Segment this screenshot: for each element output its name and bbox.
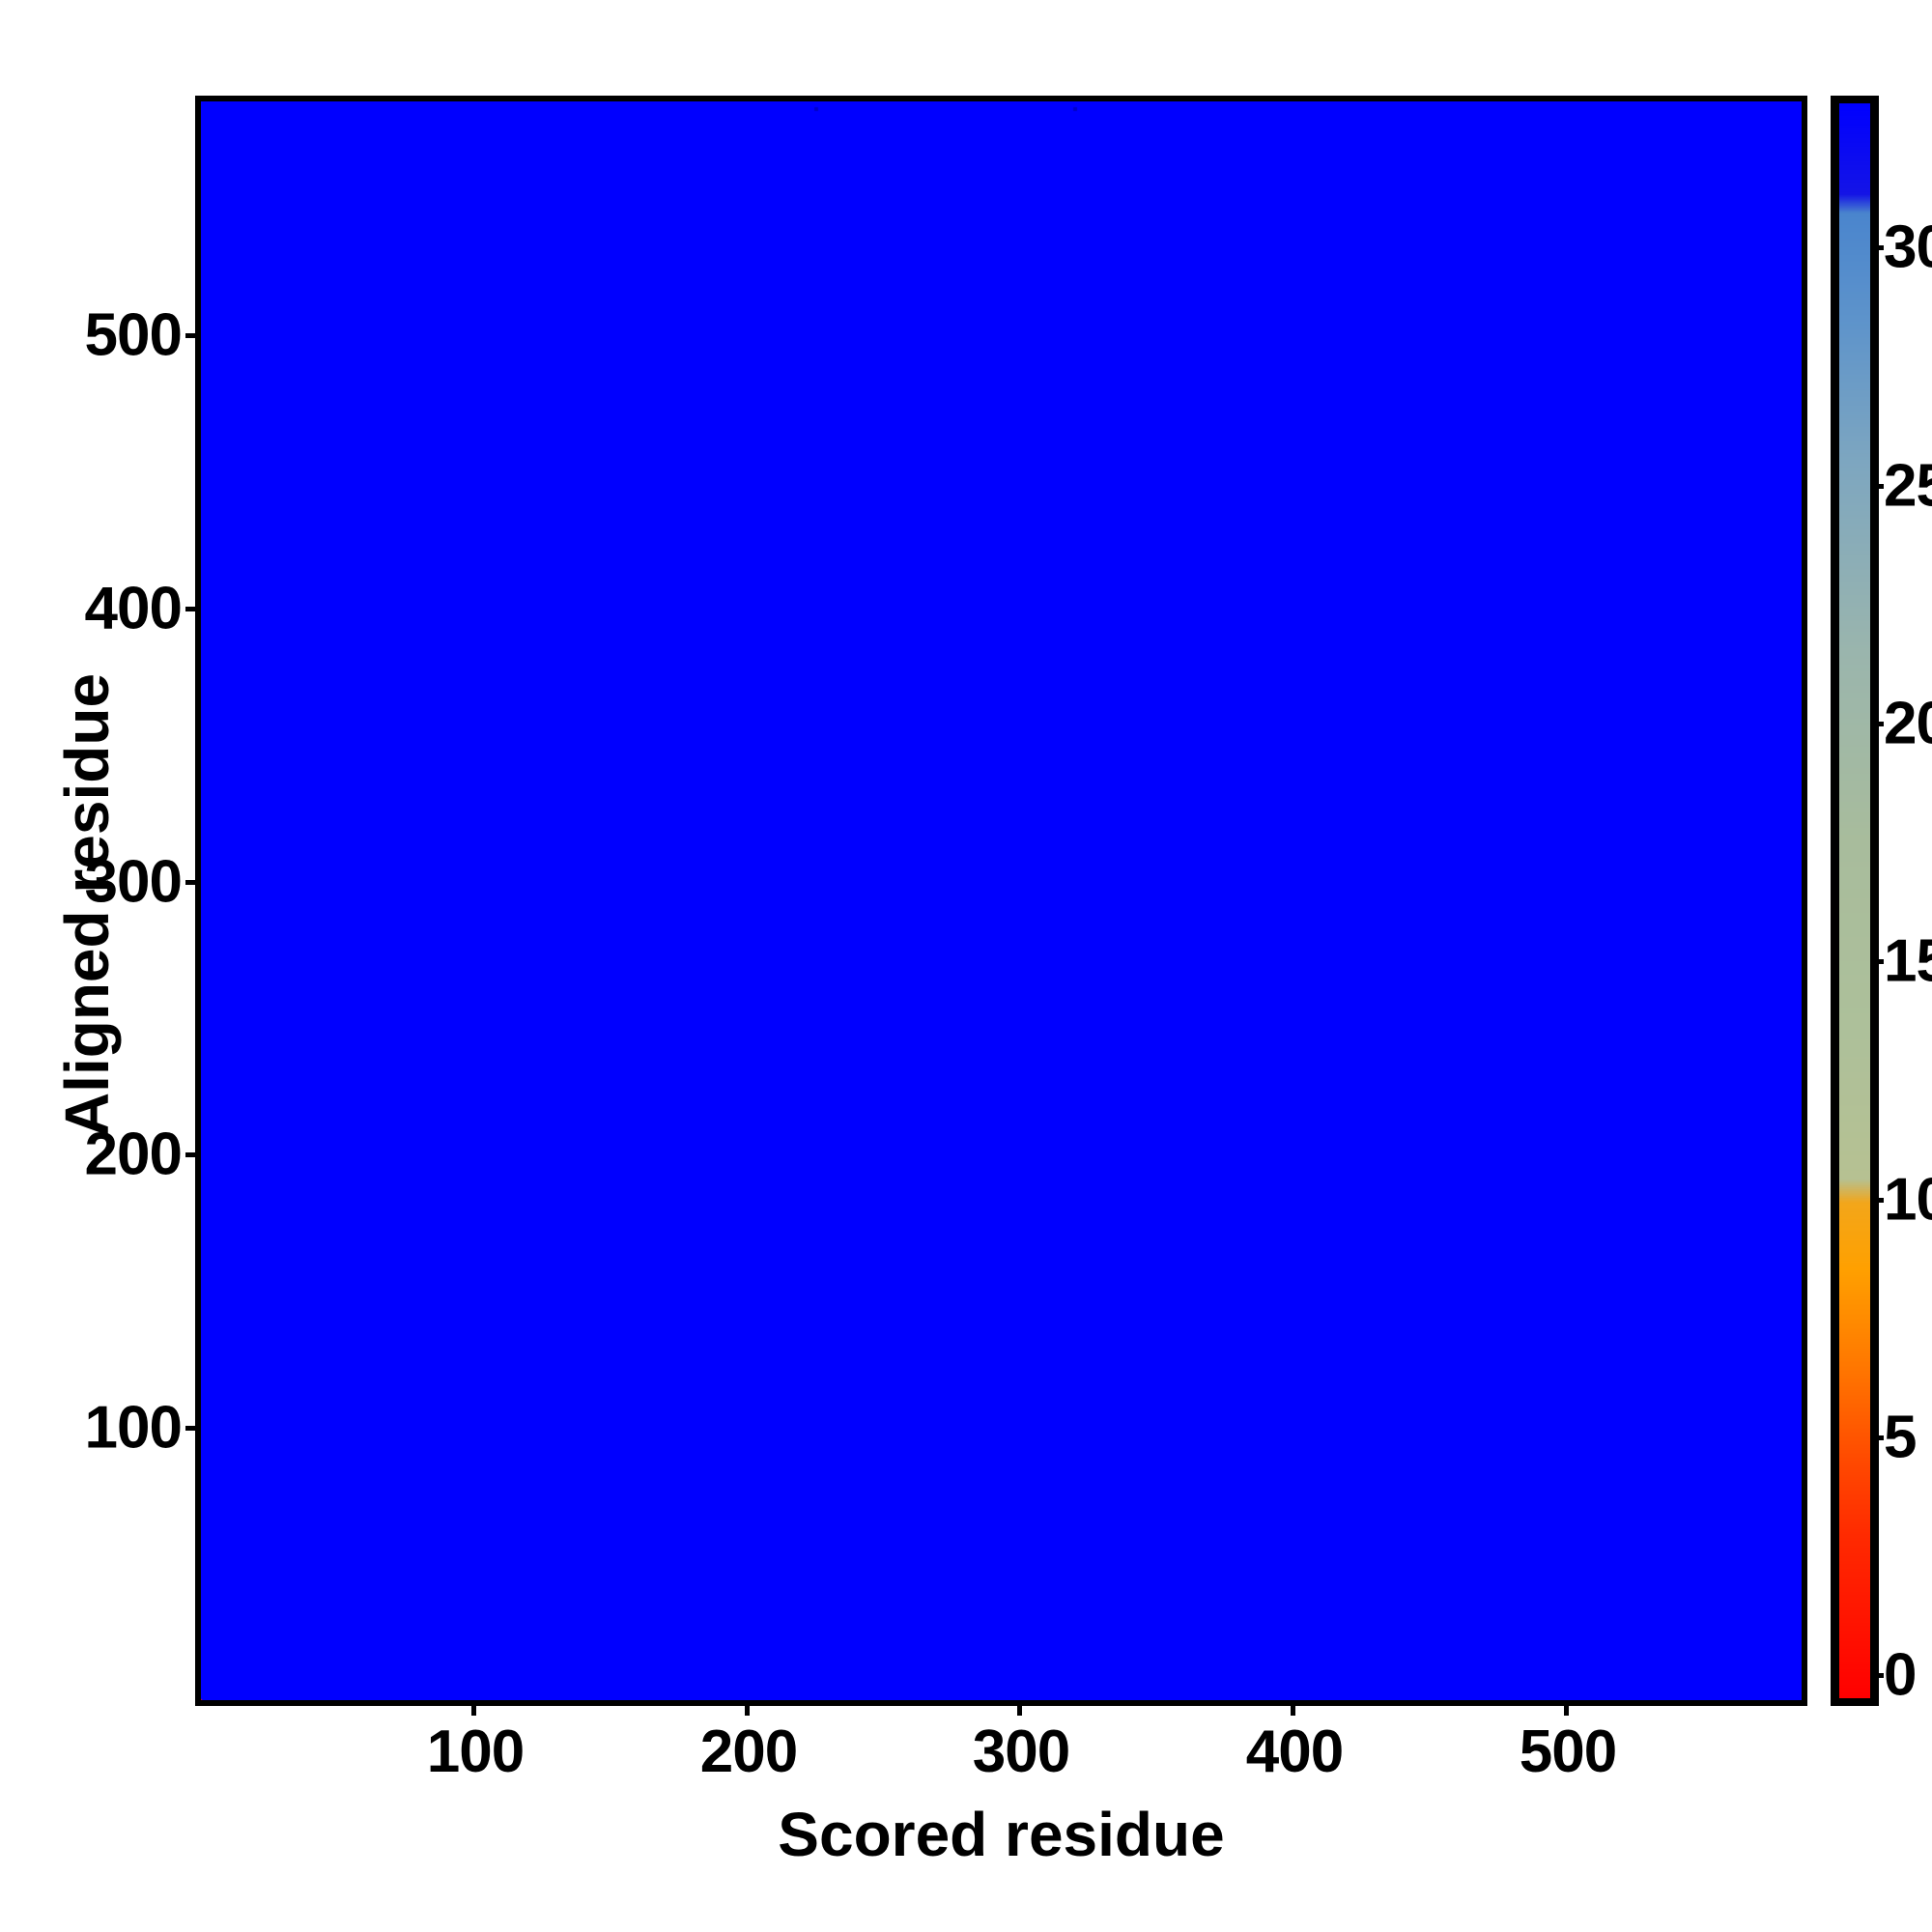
colorbar-label-5: 5 xyxy=(1884,1404,1917,1471)
colorbar-label-15: 15 xyxy=(1884,927,1932,995)
y-tick-500 xyxy=(185,333,201,338)
y-axis-title: Aligned residue xyxy=(52,672,122,1138)
x-tick-label-200: 200 xyxy=(699,1719,798,1785)
colorbar-label-0: 0 xyxy=(1884,1641,1917,1709)
x-tick-label-300: 300 xyxy=(972,1719,1070,1785)
pae-heatmap-canvas xyxy=(201,101,1802,1700)
x-axis-title: Scored residue xyxy=(778,1800,1225,1869)
colorbar-tick-5 xyxy=(1870,1435,1884,1440)
y-tick-label-200: 200 xyxy=(84,1121,183,1188)
x-tick-label-100: 100 xyxy=(426,1719,525,1785)
colorbar-label-20: 20 xyxy=(1884,690,1932,757)
y-tick-label-500: 500 xyxy=(84,301,183,369)
x-tick-300 xyxy=(1017,1700,1022,1716)
x-tick-label-400: 400 xyxy=(1245,1719,1344,1785)
x-tick-400 xyxy=(1291,1700,1295,1716)
x-tick-500 xyxy=(1564,1700,1569,1716)
y-tick-300 xyxy=(185,880,201,885)
heatmap-plot-area xyxy=(201,101,1802,1700)
y-tick-200 xyxy=(185,1152,201,1157)
x-tick-label-500: 500 xyxy=(1519,1719,1617,1785)
colorbar-label-30: 30 xyxy=(1884,213,1932,281)
x-tick-100 xyxy=(471,1700,476,1716)
colorbar-tick-10 xyxy=(1870,1198,1884,1203)
y-tick-label-400: 400 xyxy=(84,575,183,642)
colorbar-tick-0 xyxy=(1870,1673,1884,1678)
colorbar-gradient xyxy=(1839,103,1870,1698)
colorbar-tick-30 xyxy=(1870,245,1884,250)
colorbar-label-25: 25 xyxy=(1884,452,1932,520)
y-tick-400 xyxy=(185,607,201,611)
y-tick-label-100: 100 xyxy=(84,1394,183,1462)
colorbar-label-10: 10 xyxy=(1884,1166,1932,1234)
x-tick-200 xyxy=(745,1700,750,1716)
y-tick-label-300: 300 xyxy=(84,848,183,916)
colorbar-tick-20 xyxy=(1870,722,1884,726)
colorbar-tick-15 xyxy=(1870,959,1884,964)
y-tick-100 xyxy=(185,1426,201,1431)
colorbar-tick-25 xyxy=(1870,484,1884,489)
